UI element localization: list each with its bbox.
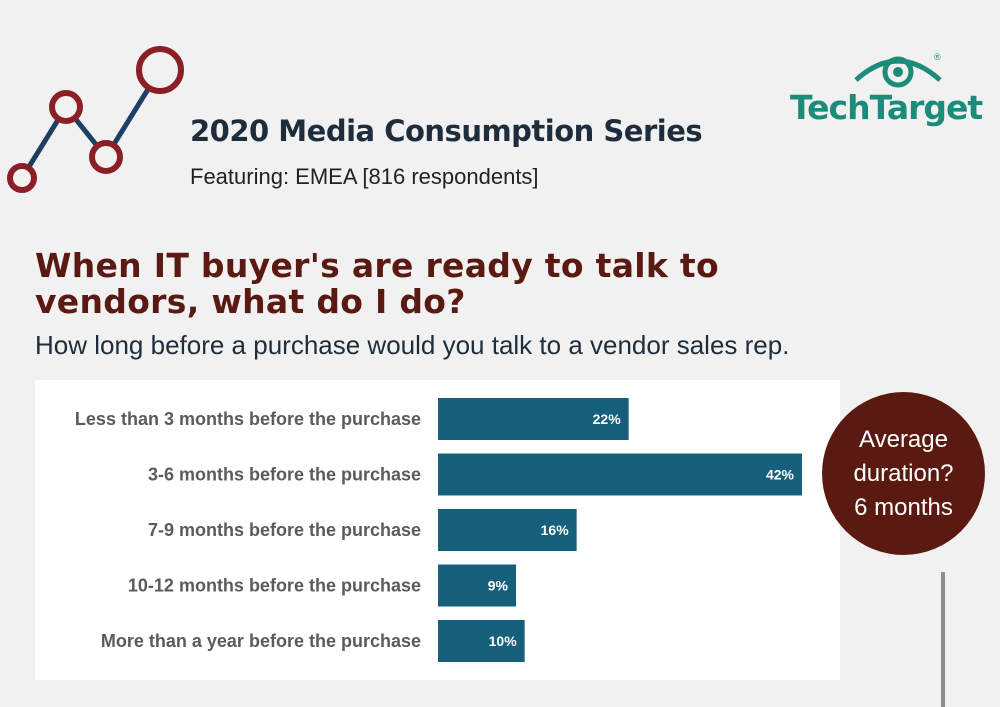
chart-panel: Less than 3 months before the purchase 22…: [35, 380, 840, 680]
bar-value-label: 42%: [766, 467, 795, 483]
bar: [438, 564, 516, 607]
featuring-text: Featuring: EMEA [816 respondents]: [190, 164, 539, 189]
category-label: 3-6 months before the purchase: [148, 465, 421, 485]
registered-mark: ®: [934, 52, 941, 62]
average-line-3: 6 months: [854, 493, 953, 521]
bar-value-label: 22%: [593, 411, 622, 427]
bar: [438, 620, 525, 662]
series-title: 2020 Media Consumption Series: [190, 114, 703, 148]
side-divider: [941, 572, 945, 707]
bar-value-label: 10%: [489, 633, 518, 649]
average-line-2: duration?: [853, 459, 954, 487]
techtarget-logo: TechTarget: [790, 88, 983, 127]
average-line-1: Average: [859, 425, 948, 453]
survey-question: How long before a purchase would you tal…: [35, 330, 790, 360]
category-label: Less than 3 months before the purchase: [75, 409, 421, 429]
category-label: More than a year before the purchase: [101, 631, 421, 651]
bar: [438, 509, 577, 551]
bar: [438, 398, 629, 440]
category-label: 10-12 months before the purchase: [128, 576, 421, 596]
category-label: 7-9 months before the purchase: [148, 520, 421, 540]
bar-value-label: 16%: [541, 522, 570, 538]
average-duration-badge: Average duration? 6 months: [822, 392, 985, 555]
eye-logo-icon: [854, 56, 942, 88]
bar-chart: Less than 3 months before the purchase 22…: [75, 398, 802, 662]
headline: When IT buyer's are ready to talk to ven…: [35, 246, 719, 321]
bar-value-label: 9%: [488, 578, 509, 594]
line-chart-circles-icon: [7, 46, 184, 193]
bar: [438, 453, 802, 496]
